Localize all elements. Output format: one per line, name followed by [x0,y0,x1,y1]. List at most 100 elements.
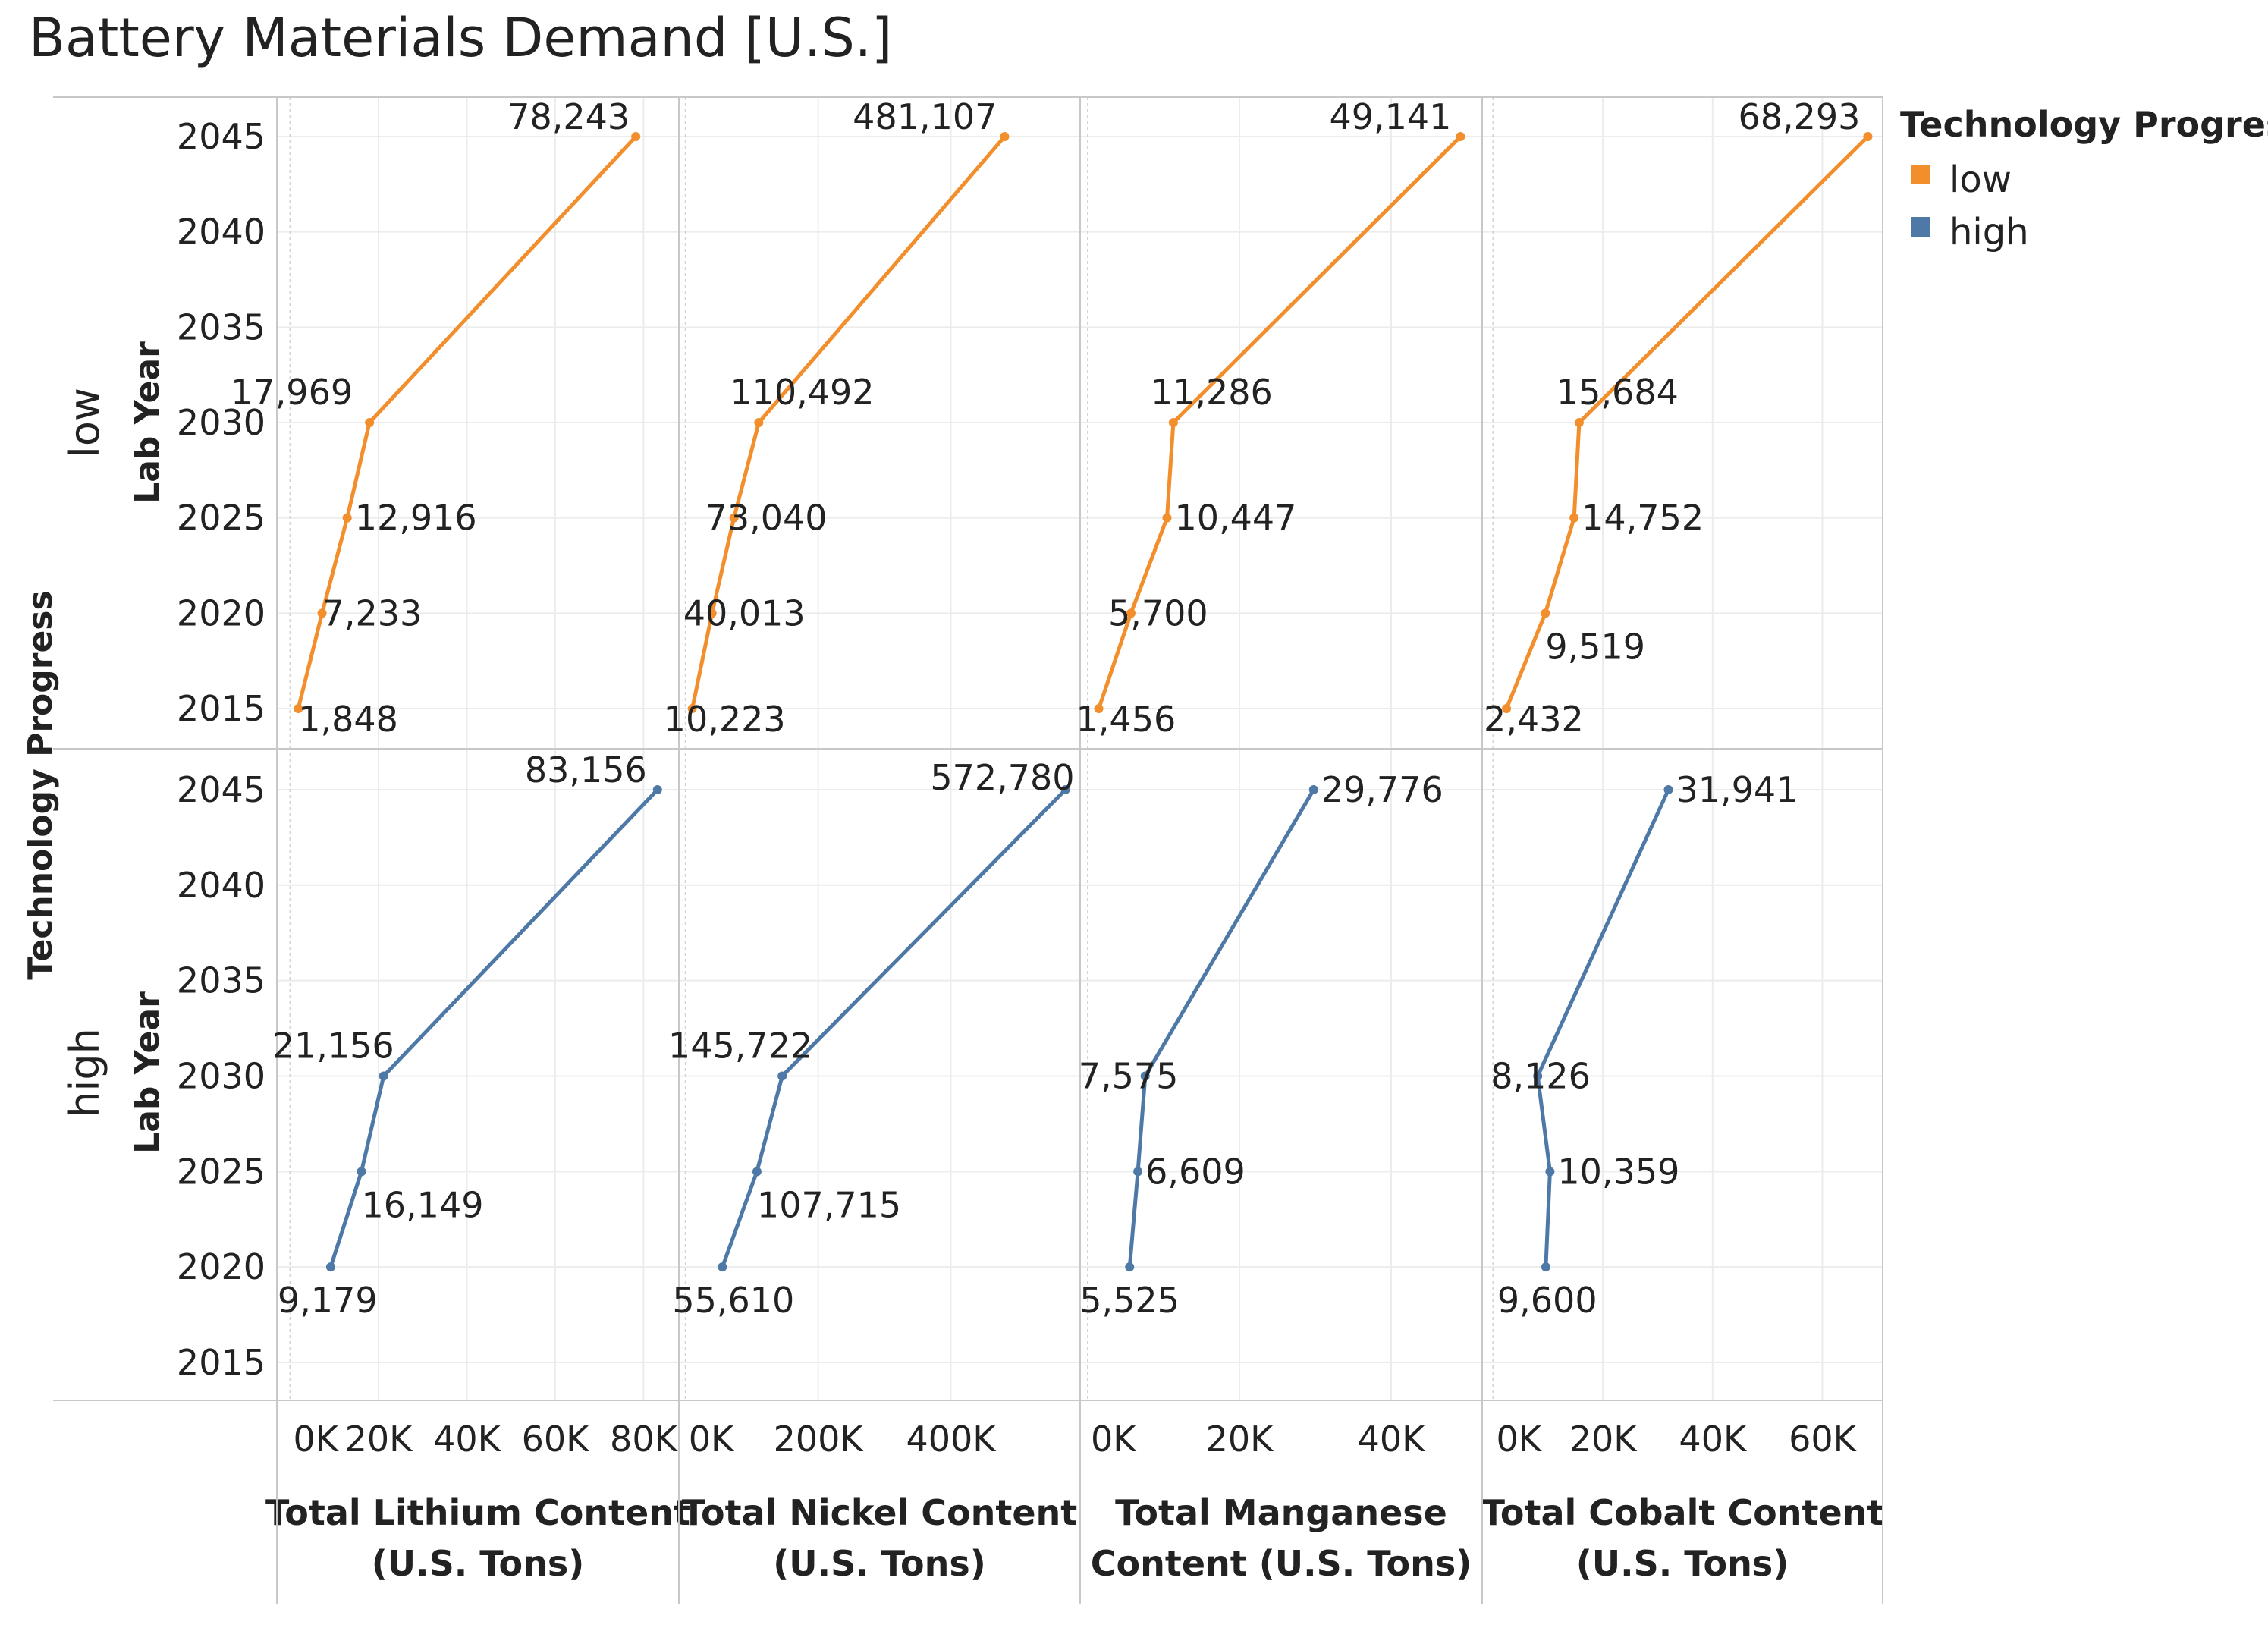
y-axis-title-low: Lab Year [128,341,167,504]
x-tick-label-nickel: 200K [774,1419,865,1460]
y-axis-title-high: Lab Year [128,991,167,1154]
data-point-low-lithium [365,418,375,427]
data-label-low-manganese: 11,286 [1151,372,1273,413]
legend: Technology Progress low high [1900,104,2268,253]
y-tick-label: 2020 [177,592,265,633]
legend-swatch-low [1911,165,1930,184]
chart-title: Battery Materials Demand [U.S.] [29,7,892,69]
data-label-high-cobalt: 31,941 [1676,769,1798,810]
data-label-low-manganese: 1,456 [1076,699,1176,740]
data-point-high-lithium [325,1262,335,1272]
x-axis-title-cobalt-units: (U.S. Tons) [1576,1543,1789,1584]
y-tick-label: 2035 [177,960,265,1001]
y-tick-label: 2025 [177,498,265,539]
x-tick-label-lithium: 80K [610,1419,679,1460]
legend-swatch-high [1911,217,1930,237]
x-tick-label-cobalt: 60K [1789,1419,1858,1460]
x-tick-label-nickel: 400K [906,1419,997,1460]
legend-item-high: high [1949,211,2029,253]
data-point-low-manganese [1456,132,1465,141]
y-tick-label: 2035 [177,306,265,347]
series-line-high-lithium [328,787,660,1269]
data-point-high-nickel [752,1167,762,1177]
data-label-low-nickel: 73,040 [705,498,828,539]
data-label-high-cobalt: 8,126 [1491,1056,1591,1097]
data-label-low-cobalt: 15,684 [1557,372,1679,413]
x-tick-label-manganese: 40K [1358,1419,1427,1460]
x-tick-label-cobalt: 0K [1496,1419,1542,1460]
x-tick-label-cobalt: 40K [1679,1419,1748,1460]
chart-marks: 1,848 7,233 12,916 17,969 78,243 10,223 40,013… [231,96,1873,1321]
y-tick-label: 2045 [177,116,265,157]
data-point-low-lithium [342,513,352,523]
x-tick-label-lithium: 60K [522,1419,591,1460]
x-tick-label-lithium: 40K [433,1419,502,1460]
y-tick-label: 2025 [177,1151,265,1192]
data-point-high-lithium [379,1071,388,1081]
data-point-high-manganese [1125,1262,1135,1272]
y-tick-label: 2045 [177,769,265,810]
data-point-low-nickel [754,418,764,427]
row-header-high: high [61,1028,108,1117]
data-point-low-lithium [294,704,303,713]
x-tick-label-lithium: 20K [345,1419,414,1460]
data-point-low-nickel [1000,132,1010,141]
data-label-low-manganese: 49,141 [1329,96,1451,137]
legend-item-low: low [1949,159,2012,201]
chart-frame: Technology Progress low Lab Year 2015 2020 20… [21,96,1883,1604]
data-label-high-nickel: 107,715 [757,1184,901,1225]
data-label-low-nickel: 40,013 [683,592,806,633]
y-tick-label: 2015 [177,688,265,729]
data-label-low-cobalt: 14,752 [1582,498,1704,539]
data-label-high-lithium: 83,156 [525,750,647,790]
data-point-high-lithium [357,1167,366,1177]
series-line-high-manganese [1127,787,1316,1269]
data-label-high-nickel: 55,610 [672,1280,794,1321]
x-tick-label-nickel: 0K [689,1419,735,1460]
data-point-low-cobalt [1569,513,1579,523]
data-label-low-manganese: 10,447 [1174,498,1296,539]
series-line-high-cobalt [1535,787,1670,1269]
data-point-low-nickel [687,704,697,713]
data-point-high-cobalt [1541,1262,1550,1272]
data-label-low-cobalt: 9,519 [1545,626,1645,667]
data-label-low-nickel: 110,492 [730,372,874,413]
data-point-high-manganese [1308,785,1318,794]
data-point-low-cobalt [1541,608,1550,618]
x-axis-title-manganese-units: Content (U.S. Tons) [1091,1543,1472,1584]
y-tick-label: 2030 [177,402,265,443]
x-tick-label-manganese: 0K [1091,1419,1137,1460]
data-label-high-nickel: 572,780 [930,757,1074,798]
data-point-low-manganese [1126,608,1136,618]
x-axis-title-nickel-units: (U.S. Tons) [773,1543,986,1584]
row-dimension-label: Technology Progress [21,590,60,979]
data-label-high-lithium: 9,179 [278,1280,378,1321]
data-point-high-manganese [1140,1071,1150,1081]
data-label-low-lithium: 7,233 [322,592,423,633]
data-point-low-cobalt [1502,704,1512,713]
data-label-high-cobalt: 10,359 [1557,1151,1679,1192]
x-axis-title-lithium: Total Lithium Content [265,1492,690,1533]
data-point-low-manganese [1094,704,1104,713]
data-point-high-nickel [777,1071,787,1081]
data-label-high-cobalt: 9,600 [1497,1280,1597,1321]
data-label-high-nickel: 145,722 [668,1026,812,1067]
data-point-high-cobalt [1663,785,1673,794]
data-point-high-lithium [652,785,662,794]
data-label-low-lithium: 12,916 [355,498,477,539]
y-tick-label: 2020 [177,1246,265,1287]
row-header-low: low [61,388,108,457]
data-label-low-manganese: 5,700 [1108,592,1208,633]
data-point-low-manganese [1162,513,1172,523]
y-tick-label: 2040 [177,865,265,906]
data-point-low-cobalt [1574,418,1584,427]
data-point-high-manganese [1133,1167,1143,1177]
x-tick-label-lithium: 0K [293,1419,339,1460]
y-tick-label: 2040 [177,212,265,253]
data-point-low-lithium [631,132,641,141]
data-label-high-manganese: 6,609 [1145,1151,1246,1192]
data-label-low-nickel: 481,107 [853,96,997,137]
data-label-high-manganese: 5,525 [1079,1280,1180,1321]
data-label-low-cobalt: 68,293 [1738,96,1860,137]
